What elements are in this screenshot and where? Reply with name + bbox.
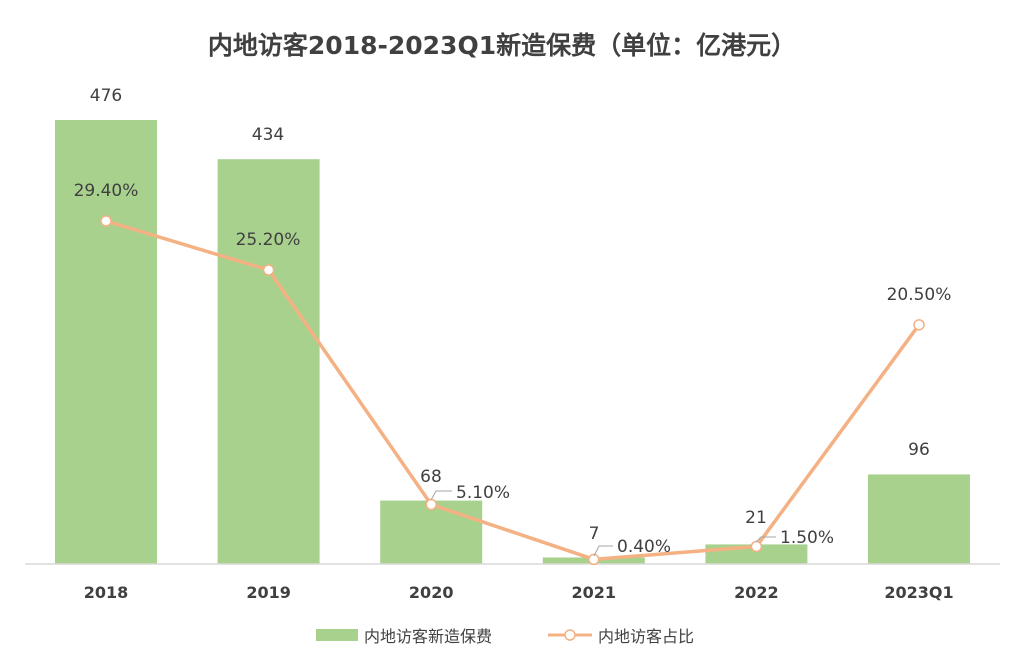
line-marker (425, 498, 437, 511)
line-marker (100, 215, 112, 227)
bar (868, 474, 970, 564)
bar-value-label: 7 (589, 524, 600, 544)
bar-value-label: 476 (90, 86, 122, 106)
line-value-label: 29.40% (74, 181, 139, 201)
line-path (105, 219, 921, 562)
bar-value-label: 434 (252, 125, 284, 145)
bar (217, 159, 320, 565)
legend: 内地访客新造保费 内地访客占比 (316, 627, 694, 646)
bar-series (55, 120, 970, 565)
x-axis-ticks: 2018 2019 2020 2021 2022 2023Q1 (84, 583, 954, 602)
line-value-label: 1.50% (780, 528, 834, 548)
line-marker (588, 553, 600, 566)
label-leader-line (430, 490, 452, 501)
line-value-label: 25.20% (236, 230, 301, 250)
chart-title: 内地访客2018-2023Q1新造保费（单位：亿港元） (208, 31, 796, 60)
x-tick-label: 2018 (84, 583, 129, 602)
line-value-label: 20.50% (887, 285, 952, 305)
bar (380, 500, 483, 564)
bar-value-label: 96 (908, 440, 930, 460)
line-marker (913, 319, 925, 331)
legend-bar-label: 内地访客新造保费 (364, 627, 492, 646)
x-tick-label: 2023Q1 (884, 583, 953, 602)
legend-line-marker (564, 629, 576, 641)
x-tick-label: 2022 (734, 583, 779, 602)
line-series (100, 215, 925, 566)
legend-bar-swatch (316, 629, 358, 641)
line-value-label: 0.40% (617, 537, 671, 557)
x-tick-label: 2019 (246, 583, 291, 602)
line-value-label: 5.10% (456, 483, 510, 503)
line-marker (750, 540, 763, 553)
bar-value-label: 21 (745, 508, 767, 528)
legend-line-label: 内地访客占比 (598, 627, 694, 646)
x-tick-label: 2020 (409, 583, 454, 602)
bar-value-label: 68 (420, 467, 442, 487)
data-labels: 476 434 68 7 21 96 29.40% 25.20% 5.10% 0.40% 1.50%… (74, 86, 952, 557)
bar (55, 120, 157, 564)
label-leader-line (755, 536, 776, 543)
line-marker (262, 264, 275, 276)
x-tick-label: 2021 (572, 583, 617, 602)
label-leader-line (593, 545, 613, 557)
